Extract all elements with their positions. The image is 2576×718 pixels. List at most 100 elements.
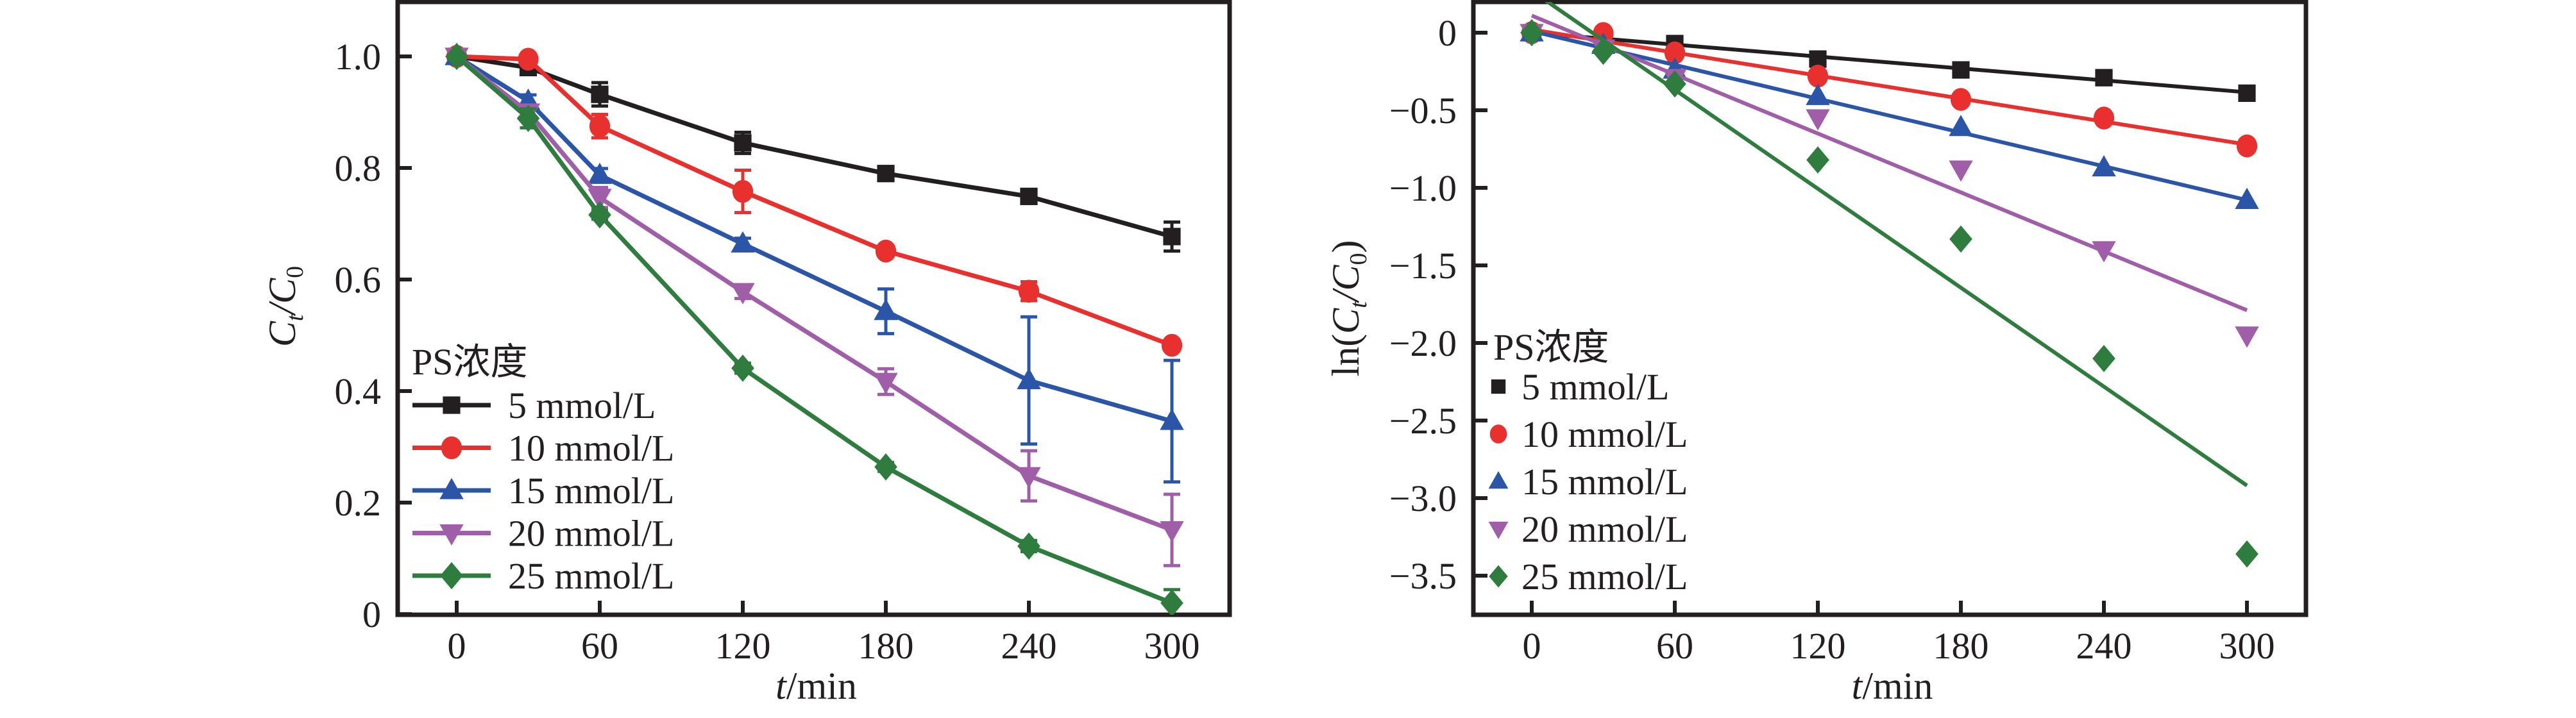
data-point — [588, 188, 612, 210]
legend-marker — [440, 562, 463, 590]
data-point — [731, 231, 755, 253]
x-tick-label: 300 — [2219, 625, 2275, 667]
y-axis-label: ln(Ct/C0) — [1325, 240, 1372, 377]
series-line — [456, 54, 1173, 347]
x-axis-label-var: t — [1852, 665, 1863, 707]
legend-marker — [1491, 379, 1506, 394]
plot-frame — [395, 0, 1232, 617]
plot-area — [445, 42, 1184, 615]
data-point — [1163, 228, 1181, 246]
data-point — [1017, 367, 1041, 390]
data-point — [1806, 146, 1829, 174]
legend-item: 15 mmol/L — [412, 470, 674, 512]
data-point — [1017, 532, 1040, 560]
x-tick-label: 240 — [1001, 625, 1057, 667]
series-10-mmol-l — [1521, 21, 2258, 158]
legend-title: PS浓度 — [1493, 326, 1609, 368]
fit-line — [1531, 28, 2248, 147]
data-point — [2235, 540, 2258, 568]
data-point — [518, 47, 539, 71]
fit-line — [1544, 2, 2248, 487]
y-axis-label-var: C — [261, 321, 303, 347]
x-tick-label: 120 — [1790, 625, 1846, 667]
data-point — [1161, 333, 1183, 357]
legend-label: 15 mmol/L — [1521, 461, 1688, 503]
legend-item: 25 mmol/L — [1489, 556, 1688, 597]
legend-item: 20 mmol/L — [1488, 508, 1688, 550]
data-point — [588, 162, 612, 184]
data-point — [874, 372, 898, 394]
x-tick-label: 180 — [858, 625, 914, 667]
data-point — [516, 104, 540, 132]
data-point — [1952, 61, 1970, 79]
data-point — [1160, 521, 1184, 543]
plot-frame — [1471, 0, 2309, 617]
x-tick-label: 120 — [715, 625, 771, 667]
fit-line — [1530, 13, 2248, 312]
data-point — [1017, 467, 1041, 488]
y-tick-label: −0.5 — [1389, 90, 1457, 131]
y-tick-label: 0.2 — [335, 482, 382, 524]
data-point — [1949, 160, 1973, 182]
x-tick-label: 60 — [581, 625, 618, 667]
legend-label: 10 mmol/L — [508, 428, 674, 469]
y-tick-label: −2.0 — [1389, 322, 1457, 364]
legend-item: 15 mmol/L — [1488, 461, 1688, 503]
data-point — [874, 299, 898, 321]
data-point — [732, 180, 754, 203]
legend-marker — [439, 478, 464, 499]
data-point — [731, 355, 754, 382]
legend-marker — [1489, 424, 1507, 444]
data-point — [1520, 19, 1543, 47]
y-axis-label-sub0: 0 — [1345, 253, 1372, 265]
data-point — [1018, 280, 1040, 303]
y-tick-label: −1.5 — [1389, 245, 1457, 287]
legend-marker — [1488, 521, 1509, 540]
data-point — [445, 42, 468, 71]
data-point — [734, 134, 752, 152]
series-line — [456, 54, 1173, 239]
data-point — [1949, 115, 1973, 137]
fit-line — [1531, 29, 2248, 203]
y-axis-label-var: C — [1325, 308, 1367, 334]
data-point — [2092, 241, 2116, 263]
data-point — [731, 283, 755, 305]
data-point — [2093, 106, 2115, 129]
x-axis-label-unit: /min — [1862, 665, 1933, 707]
legend-label: 25 mmol/L — [1521, 556, 1688, 597]
series-25-mmol-l — [1520, 2, 2258, 568]
y-tick-label: 0 — [1438, 12, 1457, 54]
legend-item: 10 mmol/L — [412, 428, 674, 469]
data-point — [2235, 326, 2259, 348]
legend-item: 25 mmol/L — [412, 555, 674, 597]
legend-label: 25 mmol/L — [508, 555, 674, 597]
data-point — [1807, 64, 1829, 88]
x-axis-label-unit: /min — [786, 665, 857, 707]
series-25-mmol-l — [445, 42, 1183, 615]
x-tick-label: 0 — [1523, 625, 1541, 667]
y-tick-label: −1.0 — [1389, 167, 1457, 209]
y-tick-label: 0.6 — [335, 259, 382, 301]
data-point — [2092, 154, 2116, 177]
y-tick-label: 1.0 — [335, 36, 382, 78]
legend-label: 20 mmol/L — [508, 513, 674, 555]
x-axis-label: t/min — [1852, 665, 1933, 707]
y-axis-label-suffix: ) — [1325, 240, 1367, 253]
legend-marker — [1488, 471, 1509, 489]
data-point — [1160, 408, 1184, 430]
series-line — [455, 54, 1173, 424]
y-tick-label: −2.5 — [1389, 400, 1457, 442]
y-tick-label: 0.8 — [335, 147, 382, 189]
data-point — [1806, 83, 1830, 105]
data-point — [589, 114, 611, 138]
data-point — [2092, 344, 2115, 372]
data-point — [1591, 37, 1615, 65]
data-point — [2236, 134, 2258, 158]
legend-label: 5 mmol/L — [1521, 366, 1669, 408]
y-axis-label-slash: /C — [1325, 265, 1367, 304]
y-tick-label: −3.0 — [1389, 478, 1457, 519]
legend-item: 10 mmol/L — [1489, 413, 1688, 455]
y-axis-label-slash: /C — [261, 278, 303, 317]
